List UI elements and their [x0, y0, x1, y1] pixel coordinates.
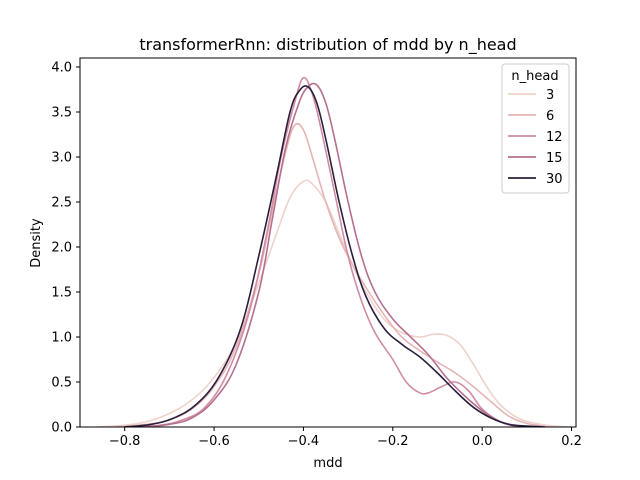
series-line-30: [123, 85, 546, 427]
legend-label-6: 6: [546, 109, 554, 124]
y-tick-label: 3.5: [51, 106, 72, 121]
legend-label-3: 3: [546, 88, 554, 103]
legend-frame: [501, 63, 570, 194]
y-tick-label: 4.0: [51, 61, 72, 76]
x-tick-label: −0.2: [377, 434, 409, 449]
legend-label-30: 30: [546, 172, 563, 187]
series-line-6: [114, 122, 550, 427]
x-tick-label: 0.0: [472, 434, 493, 449]
y-tick-label: 1.0: [51, 331, 72, 346]
legend-label-15: 15: [546, 151, 563, 166]
x-axis-ticks: −0.8 −0.6 −0.4 −0.2 0.0 0.2: [109, 427, 582, 449]
x-tick-label: −0.6: [198, 434, 230, 449]
y-tick-label: 2.5: [51, 196, 72, 211]
x-tick-label: −0.8: [109, 434, 141, 449]
y-tick-label: 1.5: [51, 286, 72, 301]
y-tick-label: 3.0: [51, 151, 72, 166]
y-axis-ticks: 0.0 0.5 1.0 1.5 2.0 2.5 3.0 3.5 4.0: [51, 61, 80, 436]
density-curves: [97, 76, 573, 427]
legend-items: 3 6 12 15 30: [508, 88, 563, 187]
x-tick-label: 0.2: [561, 434, 582, 449]
y-tick-label: 0.0: [51, 421, 72, 436]
axes-frame: [79, 57, 577, 428]
x-axis-label: mdd: [313, 456, 342, 471]
chart-title: transformerRnn: distribution of mdd by n…: [139, 35, 516, 55]
series-line-12: [132, 76, 519, 427]
legend-title: n_head: [511, 69, 558, 84]
y-tick-label: 2.0: [51, 241, 72, 256]
y-tick-label: 0.5: [51, 376, 72, 391]
legend-label-12: 12: [546, 130, 563, 145]
x-tick-label: −0.4: [288, 434, 320, 449]
legend: n_head 3 6 12 15 30: [501, 63, 570, 194]
plot-area: [79, 57, 577, 428]
y-axis-label: Density: [29, 218, 44, 268]
series-line-15: [141, 82, 537, 427]
series-line-3: [97, 179, 573, 427]
